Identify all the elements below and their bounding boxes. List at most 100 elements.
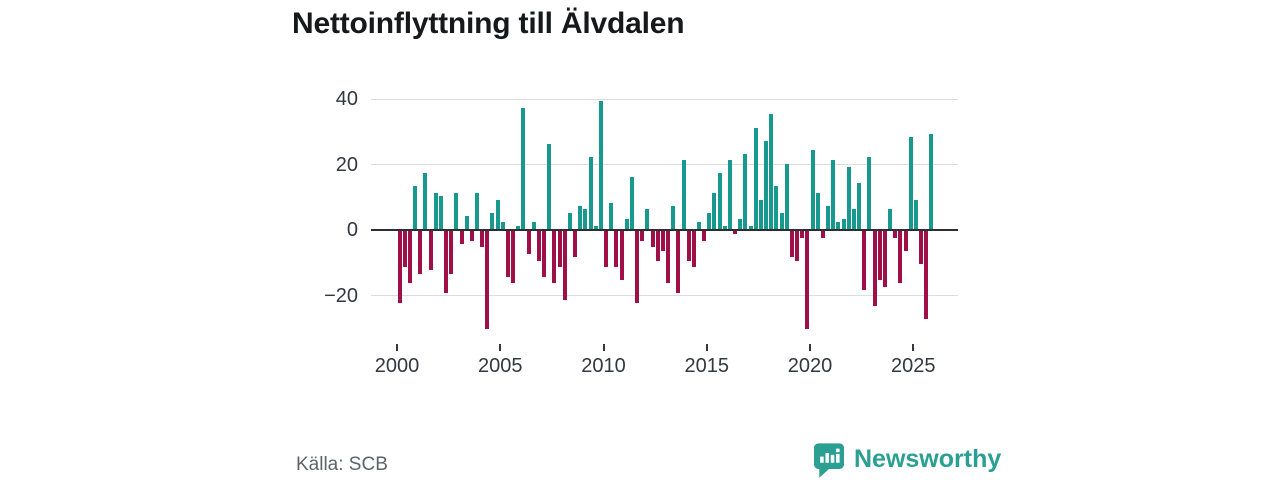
bar-positive xyxy=(454,193,459,229)
bar-negative xyxy=(573,231,577,258)
x-tick-mark xyxy=(912,344,915,351)
x-tick-label: 2005 xyxy=(478,355,523,377)
bar-negative xyxy=(924,231,929,320)
bar-positive xyxy=(774,186,779,229)
bar-negative xyxy=(800,231,805,238)
bar-negative xyxy=(903,231,908,251)
bar-positive xyxy=(888,209,892,229)
y-tick-label: −20 xyxy=(324,284,358,307)
x-tick-label: 2015 xyxy=(684,355,730,377)
bar-positive xyxy=(671,206,676,229)
bar-positive xyxy=(738,219,743,229)
bar-positive xyxy=(913,199,918,229)
bar-positive xyxy=(629,176,634,229)
x-tick-mark xyxy=(705,344,708,351)
bar-positive xyxy=(857,183,861,230)
bar-positive xyxy=(758,199,763,229)
bar-negative xyxy=(877,231,882,281)
bar-negative xyxy=(733,231,738,235)
bar-negative xyxy=(882,231,887,287)
bar-positive xyxy=(423,173,428,229)
gridline xyxy=(371,295,958,296)
bar-positive xyxy=(521,107,526,229)
bar-negative xyxy=(542,231,547,277)
y-tick-label: 40 xyxy=(335,88,358,110)
x-tick-label: 2020 xyxy=(787,355,833,377)
bar-positive xyxy=(681,160,686,229)
bar-negative xyxy=(552,231,557,284)
bar-positive xyxy=(547,143,552,229)
bar-negative xyxy=(640,231,645,241)
bar-positive xyxy=(609,202,614,229)
bar-negative xyxy=(428,231,433,271)
bar-positive xyxy=(645,209,650,229)
bar-negative xyxy=(619,231,624,281)
bar-negative xyxy=(898,231,903,284)
bar-positive xyxy=(727,160,732,229)
bar-positive xyxy=(433,193,438,229)
bar-negative xyxy=(676,231,681,294)
bar-negative xyxy=(872,231,877,307)
bar-positive xyxy=(717,173,722,229)
bar-negative xyxy=(686,231,691,261)
bar-positive xyxy=(743,153,748,229)
source-note: Källa: SCB xyxy=(296,454,388,475)
bar-negative xyxy=(862,231,867,290)
gridline xyxy=(371,98,958,100)
x-tick-mark xyxy=(809,344,812,351)
x-tick-mark xyxy=(499,344,502,351)
brand-footer: Newsworthy xyxy=(814,443,1001,479)
bar-positive xyxy=(490,212,495,229)
bar-positive xyxy=(588,156,593,229)
bar-negative xyxy=(449,231,454,274)
bar-negative xyxy=(526,231,531,254)
brand-wordmark: Newsworthy xyxy=(854,445,1002,473)
bar-negative xyxy=(444,231,448,294)
bar-positive xyxy=(578,206,583,229)
x-tick-label: 2010 xyxy=(581,355,626,377)
bar-positive xyxy=(784,163,789,229)
bar-positive xyxy=(826,206,830,229)
bar-positive xyxy=(712,193,717,229)
bar-positive xyxy=(753,127,758,229)
bar-positive xyxy=(593,225,598,229)
bar-negative xyxy=(635,231,639,303)
y-tick-label: 0 xyxy=(346,219,358,241)
gridline xyxy=(371,164,958,165)
y-tick-label: 20 xyxy=(335,153,358,176)
bar-negative xyxy=(660,231,665,251)
bar-positive xyxy=(929,134,934,229)
chart-title: Nettoinflyttning till Älvdalen xyxy=(292,7,685,40)
bar-positive xyxy=(495,199,500,229)
bar-positive xyxy=(846,166,851,229)
plot-area: 40 20 0 −20 2000 2005 2010 2015 2020 2025 xyxy=(324,88,958,377)
bar-negative xyxy=(795,231,800,261)
bar-positive xyxy=(567,212,572,229)
bar-negative xyxy=(691,231,696,267)
bar-positive xyxy=(748,225,753,229)
x-tick-mark xyxy=(396,344,398,351)
bar-negative xyxy=(469,231,474,241)
bar-positive xyxy=(624,219,629,229)
bar-positive xyxy=(769,114,774,229)
bar-negative xyxy=(557,231,562,267)
bar-negative xyxy=(805,231,810,330)
bar-positive xyxy=(764,140,769,229)
bar-positive xyxy=(697,222,701,229)
bar-negative xyxy=(418,231,423,274)
bar-negative xyxy=(789,231,794,258)
bar-negative xyxy=(402,231,407,267)
bar-positive xyxy=(583,209,588,229)
bar-positive xyxy=(851,209,856,229)
bar-negative xyxy=(511,231,516,284)
bar-positive xyxy=(722,225,727,229)
bar-positive xyxy=(707,212,712,229)
bar-positive xyxy=(531,222,536,229)
bar-negative xyxy=(485,231,490,330)
bar-positive xyxy=(516,225,521,229)
bar-positive xyxy=(500,222,505,229)
bar-positive xyxy=(810,150,815,229)
bar-negative xyxy=(536,231,541,261)
bar-positive xyxy=(438,196,443,230)
